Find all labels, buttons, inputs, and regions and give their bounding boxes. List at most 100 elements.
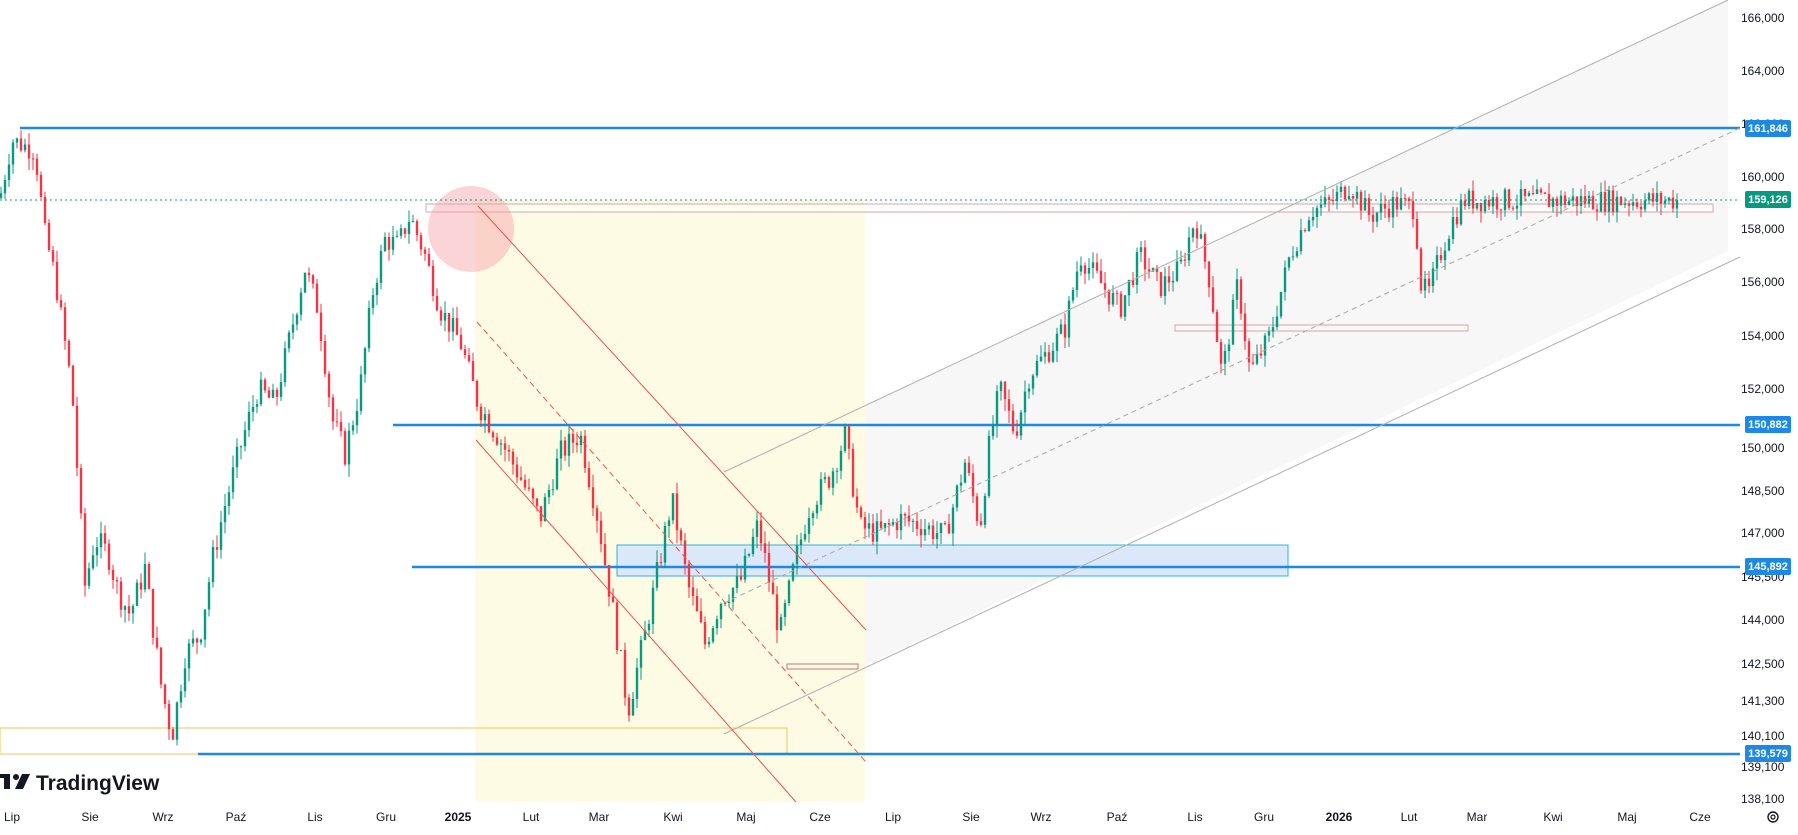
candle-body [1211,287,1215,312]
candle-body [1267,331,1271,336]
settings-gear-icon[interactable] [1767,811,1779,823]
candle-body [1199,234,1203,239]
candle-body [11,142,15,165]
candle-body [1319,204,1323,208]
date-tick-label: Lis [307,810,322,824]
badge-139579: 139,579 [1748,748,1788,760]
candle-body [891,522,895,525]
date-tick-label: Lut [1401,810,1418,824]
candle-body [55,261,59,301]
candle-body [1619,196,1623,205]
candle-body [1399,198,1403,210]
candle-body [359,374,363,412]
badge-139579-bg [1745,745,1791,762]
candle-body [503,443,507,450]
candle-body [611,596,615,603]
candle-body [907,515,911,522]
candle-body [1439,255,1443,261]
candle-body [1239,279,1243,314]
candle-body [371,295,375,308]
candle-body [1527,192,1531,196]
date-tick-label: Lut [523,810,540,824]
candle-body [1347,196,1351,200]
candle-body [671,493,675,521]
candle-body [1571,196,1575,201]
candle-body [1011,410,1015,432]
candle-body [1355,191,1359,199]
candle-body [695,596,699,612]
candle-body [939,523,943,533]
price-tick-label: 139,100 [1741,760,1785,774]
candle-body [1647,193,1651,201]
candle-body [1671,197,1675,209]
candle-body [115,580,119,582]
time-axis[interactable]: Lip Sie Wrz Paź Lis Gru 2025 Lut Mar Kwi Maj Cze Lip… [4,810,1711,824]
candle-body [311,275,315,284]
candle-body [691,587,695,597]
candle-body [731,588,735,602]
candle-body [1663,200,1667,204]
candle-body [67,340,71,366]
date-tick-label: 2026 [1326,810,1353,824]
candle-body [607,565,611,597]
price-tick-label: 152,000 [1741,382,1785,396]
candle-body [1143,247,1147,270]
candle-body [699,611,703,623]
candle-body [451,318,455,332]
candle-body [303,272,307,293]
candle-body [979,521,983,525]
candle-body [215,547,219,550]
candle-body [871,523,875,542]
candle-body [1203,234,1207,262]
candle-body [319,312,323,342]
price-tick-label: 148,500 [1741,484,1785,498]
candle-body [1315,207,1319,217]
candle-body [1395,197,1399,210]
candle-body [827,477,831,488]
candle-body [355,411,359,426]
candle-body [35,158,39,175]
candle-body [523,479,527,488]
candle-body [747,553,751,556]
candle-body [171,729,175,740]
candle-body [203,609,207,640]
badge-145892-bg [1745,558,1791,575]
candle-body [1007,399,1011,411]
candle-body [119,581,123,610]
candle-body [755,520,759,537]
candle-body [1119,293,1123,317]
candle-body [1323,197,1327,205]
candle-body [1575,196,1579,206]
candle-body [327,373,331,398]
badge-145892: 145,892 [1748,561,1788,573]
badge-last-price: 159,126 [1748,194,1788,206]
candle-body [467,355,471,362]
candle-body [15,138,19,143]
candle-body [403,228,407,235]
candle-body [775,594,779,631]
candle-body [1639,206,1643,210]
badge-161846-bg [1745,120,1791,137]
candle-body [287,332,291,349]
candle-body [1307,220,1311,232]
candle-body [495,437,499,445]
candle-body [243,430,247,447]
candle-body [295,314,299,325]
candle-body [79,467,83,514]
date-tick-label: Kwi [663,810,682,824]
candle-body [551,489,555,491]
candle-body [251,406,255,412]
candle-body [1591,195,1595,210]
candle-body [239,446,243,448]
candle-body [759,520,763,544]
candle-body [87,568,91,586]
candle-body [1075,271,1079,291]
candle-body [1627,203,1631,206]
candle-body [439,310,443,321]
candle-body [315,283,319,313]
candle-body [323,341,327,374]
price-tick-label: 147,000 [1741,526,1785,540]
price-axis[interactable]: 166,000164,000162,000160,000158,000156,0… [1741,11,1785,806]
candle-body [1047,352,1051,362]
